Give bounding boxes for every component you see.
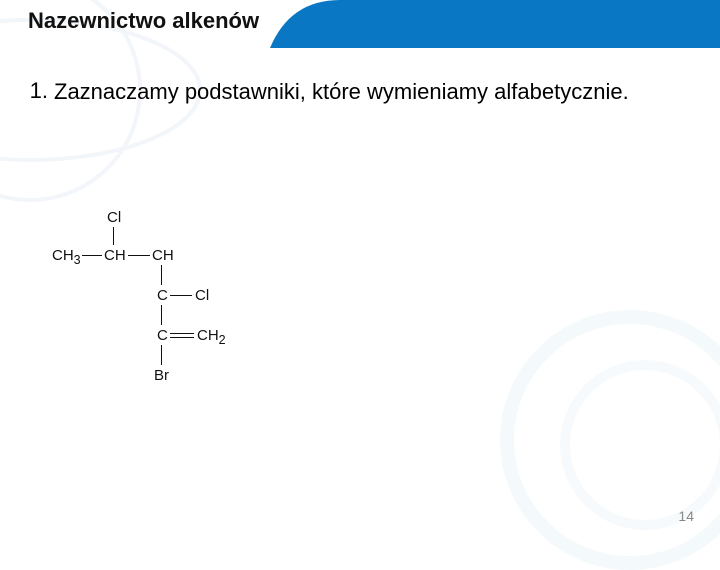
bond-h1 xyxy=(82,255,102,256)
atom-ch-b: CH xyxy=(152,247,174,264)
bond-h2 xyxy=(128,255,150,256)
bond-v2 xyxy=(161,265,162,285)
ch2-sub: 2 xyxy=(219,333,226,347)
bond-v3 xyxy=(161,305,162,325)
watermark-circle-large xyxy=(500,310,720,570)
atom-br: Br xyxy=(154,367,169,384)
atom-c-mid: C xyxy=(157,287,168,304)
atom-ch3: CH3 xyxy=(52,247,81,267)
bond-v1 xyxy=(113,227,114,245)
ch3-sub: 3 xyxy=(74,253,81,267)
atom-ch2: CH2 xyxy=(197,327,226,347)
header-gradient xyxy=(270,0,720,48)
bond-h3 xyxy=(170,295,192,296)
page-number: 14 xyxy=(678,508,694,524)
list-item-1: 1. Zaznaczamy podstawniki, które wymieni… xyxy=(24,78,696,106)
atom-ch-a: CH xyxy=(104,247,126,264)
watermark-circle-small xyxy=(560,360,720,530)
slide-header: Nazewnictwo alkenów xyxy=(0,0,720,48)
list-text: Zaznaczamy podstawniki, które wymieniamy… xyxy=(54,78,696,106)
slide-content: 1. Zaznaczamy podstawniki, które wymieni… xyxy=(24,78,696,106)
ch3-text: CH xyxy=(52,247,74,264)
ch2-text: CH xyxy=(197,327,219,344)
list-number: 1. xyxy=(24,78,54,104)
slide-title: Nazewnictwo alkenów xyxy=(28,8,259,34)
bond-double-top xyxy=(170,333,194,334)
bond-double-bot xyxy=(170,337,194,338)
atom-c-low: C xyxy=(157,327,168,344)
atom-cl-right: Cl xyxy=(195,287,209,304)
atom-cl-top: Cl xyxy=(107,209,121,226)
bond-v4 xyxy=(161,345,162,365)
